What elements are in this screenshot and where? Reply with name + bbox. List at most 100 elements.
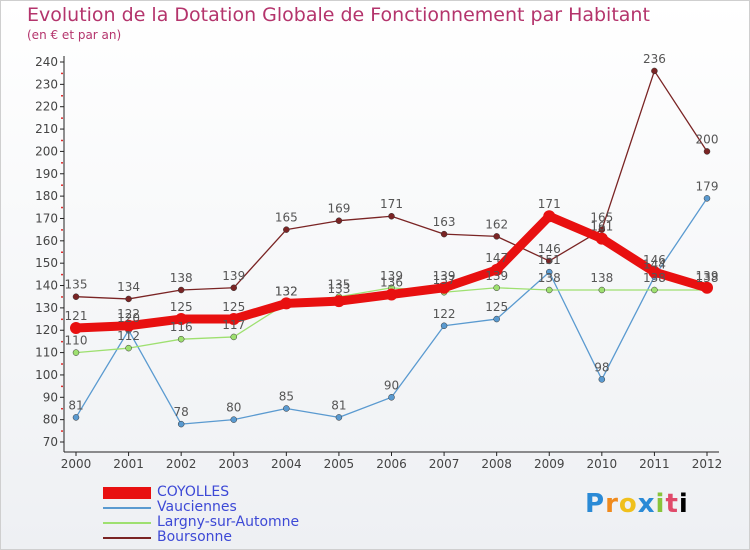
data-point: [493, 233, 500, 240]
y-tick-label: 100: [35, 368, 58, 382]
data-label: 139: [696, 269, 719, 283]
data-label: 162: [485, 217, 508, 231]
y-tick-label: 240: [35, 55, 58, 69]
data-point: [546, 257, 553, 265]
data-point: [546, 268, 553, 276]
legend-item-coyolles: COYOLLES: [103, 485, 299, 500]
data-point: [388, 212, 395, 220]
data-point: [280, 297, 293, 310]
y-tick-label: 150: [35, 256, 58, 270]
legend-swatch: [103, 521, 151, 524]
x-tick-label: 2002: [166, 457, 197, 471]
data-label: 171: [538, 197, 561, 211]
y-tick-label: 230: [35, 77, 58, 91]
data-label: 80: [226, 401, 241, 415]
data-point: [546, 286, 553, 294]
data-point: [332, 295, 345, 308]
chart-title: Evolution de la Dotation Globale de Fonc…: [27, 4, 650, 26]
data-label: 132: [275, 284, 298, 298]
data-label: 138: [538, 271, 561, 285]
data-label: 90: [384, 378, 399, 392]
data-point: [230, 333, 237, 341]
data-point: [703, 195, 711, 202]
y-minor-tick: [61, 340, 63, 343]
proxiti-logo: Proxiti: [585, 489, 689, 519]
y-minor-tick: [61, 318, 63, 321]
data-label: 139: [222, 269, 245, 283]
data-label: 136: [380, 275, 403, 289]
y-tick-label: 110: [35, 346, 58, 360]
y-minor-tick: [61, 229, 63, 231]
data-label: 171: [380, 197, 403, 211]
y-minor-tick: [61, 139, 63, 142]
data-label: 138: [170, 271, 193, 285]
x-tick-label: 2003: [218, 457, 249, 471]
data-point: [440, 230, 448, 238]
y-tick-label: 90: [43, 390, 58, 404]
data-point: [490, 263, 503, 276]
data-label: 120: [117, 311, 140, 325]
data-label: 112: [117, 329, 140, 343]
x-tick-label: 2006: [376, 457, 407, 471]
data-point: [230, 284, 237, 292]
data-label: 165: [590, 211, 613, 225]
data-point: [595, 232, 608, 245]
y-tick-label: 200: [35, 144, 58, 158]
data-point: [283, 405, 290, 412]
data-label: 81: [331, 398, 346, 412]
data-point: [122, 319, 135, 332]
x-tick-label: 2010: [587, 457, 618, 471]
data-point: [493, 284, 500, 292]
x-tick-label: 2001: [113, 457, 144, 471]
data-label: 81: [68, 398, 83, 412]
x-tick-label: 2012: [692, 457, 723, 471]
data-point: [125, 295, 132, 303]
legend-item-boursonne: Boursonne: [103, 530, 299, 545]
data-label: 200: [696, 132, 719, 146]
legend-swatch: [103, 486, 151, 499]
y-tick-label: 220: [35, 100, 58, 114]
data-label: 163: [433, 215, 456, 229]
y-tick-label: 80: [43, 413, 58, 427]
data-label: 125: [170, 300, 193, 314]
data-label: 139: [380, 269, 403, 283]
legend-label: COYOLLES: [157, 484, 230, 500]
data-label: 165: [275, 211, 298, 225]
y-minor-tick: [61, 363, 63, 365]
legend-label: Largny-sur-Automne: [157, 514, 300, 530]
data-point: [648, 266, 661, 279]
data-label: 134: [117, 280, 140, 294]
data-label: 137: [433, 273, 456, 287]
legend-item-vauciennes: Vauciennes: [103, 500, 299, 515]
data-label: 138: [696, 271, 719, 285]
y-tick-label: 190: [35, 167, 58, 181]
legend-label: Boursonne: [157, 529, 233, 545]
data-label: 147: [485, 251, 508, 265]
legend-swatch: [103, 536, 151, 539]
data-point: [651, 286, 658, 294]
y-tick-label: 140: [35, 279, 58, 293]
data-point: [703, 148, 711, 155]
chart-subtitle: (en € et par an): [27, 28, 122, 42]
y-tick-label: 70: [43, 435, 58, 449]
data-label: 146: [538, 242, 561, 256]
data-label: 133: [327, 282, 350, 296]
data-point: [230, 416, 237, 423]
data-label: 125: [222, 300, 245, 314]
x-tick-label: 2000: [61, 457, 92, 471]
legend-item-largny: Largny-sur-Automne: [103, 515, 299, 530]
y-minor-tick: [61, 162, 63, 164]
data-label: 85: [279, 389, 294, 403]
y-minor-tick: [61, 95, 63, 97]
x-tick-label: 2004: [271, 457, 302, 471]
data-label: 135: [327, 278, 350, 292]
data-label: 125: [485, 300, 508, 314]
legend-label: Vauciennes: [157, 499, 237, 515]
y-minor-tick: [61, 407, 63, 410]
data-point: [227, 313, 240, 326]
data-label: 151: [538, 253, 561, 267]
data-point: [72, 414, 80, 421]
x-tick-label: 2005: [324, 457, 355, 471]
data-label: 236: [643, 52, 666, 66]
